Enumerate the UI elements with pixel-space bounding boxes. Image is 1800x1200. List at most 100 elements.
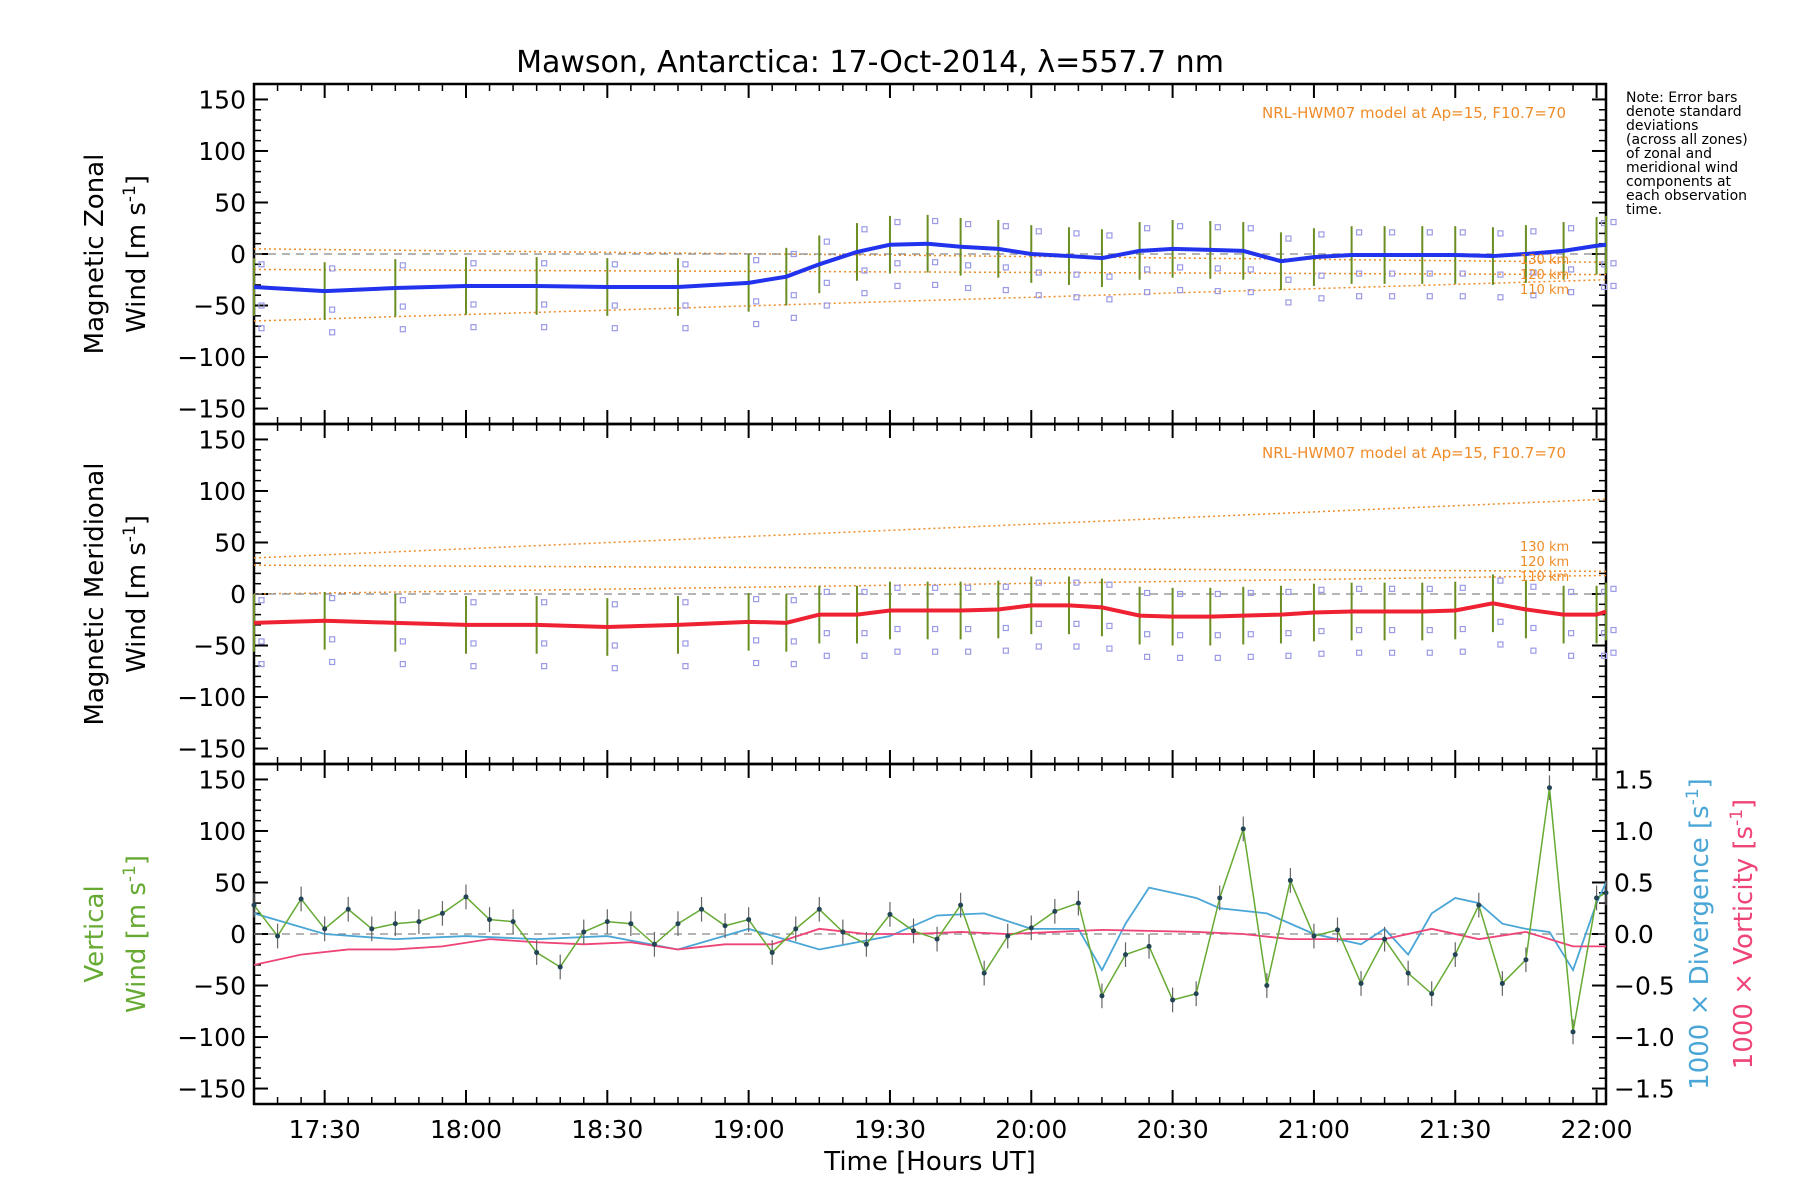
vertical-wind-point <box>699 906 705 912</box>
sample-marker <box>611 325 618 332</box>
note-line: of zonal and <box>1626 146 1712 162</box>
y-tick-label: 150 <box>198 765 246 794</box>
x-tick-label: 18:00 <box>430 1115 502 1144</box>
x-tick-label: 22:00 <box>1561 1115 1633 1144</box>
sample-marker <box>1035 292 1042 299</box>
y-tick-label: 100 <box>198 817 246 846</box>
y-tick-label: 100 <box>198 477 246 506</box>
y-tick-label: −150 <box>177 1075 246 1104</box>
sample-marker <box>682 640 689 647</box>
sample-marker <box>1035 269 1042 276</box>
sample-marker <box>1318 627 1325 635</box>
sample-marker <box>541 324 548 331</box>
vertical-wind-point <box>981 970 987 976</box>
sample-marker <box>894 260 901 267</box>
y-tick-label: −150 <box>177 735 246 764</box>
sample-marker <box>823 279 830 286</box>
vertical-x-ticks <box>253 764 1598 1104</box>
vertical-wind-point <box>1122 952 1128 958</box>
y-tick-label: 150 <box>198 85 246 114</box>
sample-marker <box>1568 289 1575 296</box>
meridional-ylabel: Magnetic Meridional <box>80 463 110 726</box>
sample-marker <box>1426 649 1433 656</box>
sample-marker <box>682 325 689 332</box>
sample-marker <box>1610 260 1617 267</box>
sample-marker <box>470 599 477 606</box>
note-line: (across all zones) <box>1626 132 1748 148</box>
vertical-wind-point <box>1570 1029 1576 1035</box>
vertical-wind-point <box>463 894 469 900</box>
vertical-data <box>251 775 1609 1045</box>
sample-marker <box>1356 270 1363 277</box>
vertical-wind-point <box>1099 993 1105 999</box>
note-line: time. <box>1626 202 1662 218</box>
sample-marker <box>470 260 477 267</box>
sample-marker <box>1214 632 1221 639</box>
sample-marker <box>1318 650 1325 657</box>
sample-marker <box>1610 585 1617 592</box>
y-tick-label: −150 <box>177 395 246 424</box>
vertical-wind-point <box>510 919 516 925</box>
vertical-wind-point <box>958 902 964 908</box>
sample-marker <box>399 597 406 604</box>
sample-marker <box>1610 218 1617 226</box>
x-tick-label: 21:30 <box>1419 1115 1491 1144</box>
vertical-ylabel: Vertical <box>80 885 110 982</box>
note-line: deviations <box>1626 118 1698 134</box>
sample-marker <box>1497 618 1504 625</box>
vorticity-label: 1000 × Vorticity [s-1] <box>1727 799 1759 1069</box>
sample-marker <box>1285 299 1292 306</box>
sample-marker <box>1214 287 1221 295</box>
vertical-wind-point <box>487 917 493 923</box>
sample-marker <box>1610 282 1617 290</box>
sample-marker <box>861 588 868 596</box>
x-tick-label: 19:00 <box>713 1115 785 1144</box>
sample-marker <box>1318 295 1325 302</box>
sample-marker <box>611 601 618 608</box>
zonal-ylabel-units: Wind [m s-1] <box>120 175 152 333</box>
sample-marker <box>1177 632 1184 639</box>
vertical-wind-point <box>934 936 940 942</box>
model-line <box>253 564 1607 573</box>
sample-marker <box>932 648 939 655</box>
sample-marker <box>1530 647 1537 654</box>
sample-marker <box>1035 228 1042 235</box>
y-tick-label: 100 <box>198 137 246 166</box>
sample-marker <box>541 301 548 308</box>
sample-marker <box>1073 620 1080 627</box>
sample-marker <box>1459 293 1466 300</box>
sample-marker <box>1144 266 1151 273</box>
sample-marker <box>399 660 406 668</box>
sample-marker <box>258 302 265 309</box>
y-tick-label: 0 <box>230 920 246 949</box>
sample-marker <box>611 665 618 672</box>
vertical-wind-point <box>1146 943 1152 949</box>
sample-marker <box>329 329 336 336</box>
sample-marker <box>399 262 406 269</box>
note-line: denote standard <box>1626 104 1742 120</box>
sample-marker <box>1318 231 1325 238</box>
sample-marker <box>1388 229 1396 236</box>
y2-tick-label: 0.0 <box>1614 920 1654 949</box>
meridional-km-120: 120 km <box>1520 555 1569 570</box>
sample-marker <box>932 281 939 289</box>
sample-marker <box>1106 622 1113 630</box>
sample-marker <box>1426 293 1433 300</box>
sample-marker <box>1388 585 1396 592</box>
y-tick-label: 50 <box>214 188 246 217</box>
zonal-km-110: 110 km <box>1520 283 1569 298</box>
sample-marker <box>329 636 336 643</box>
sample-marker <box>1144 225 1151 232</box>
x-tick-labels: 17:30 18:00 18:30 19:00 19:30 20:00 20:30 21:00… <box>289 1115 1633 1144</box>
y2-tick-label: −0.5 <box>1614 972 1675 1001</box>
sample-marker <box>541 260 548 267</box>
sample-marker <box>932 584 939 591</box>
sample-marker <box>1002 223 1009 230</box>
sample-marker <box>894 625 901 633</box>
x-axis-label: Time [Hours UT] <box>823 1147 1036 1177</box>
sample-marker <box>1177 286 1184 294</box>
x-tick-label: 17:30 <box>289 1115 361 1144</box>
sample-marker <box>1214 224 1221 231</box>
zonal-model-lines <box>253 248 1607 322</box>
zonal-model-label: NRL-HWM07 model at Ap=15, F10.7=70 <box>1262 104 1566 122</box>
